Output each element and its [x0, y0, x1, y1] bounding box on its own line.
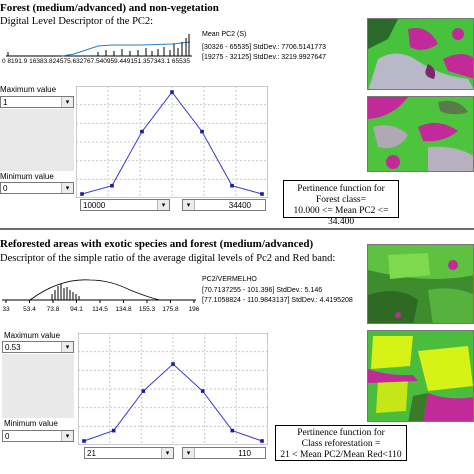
histogram-pc2 — [6, 34, 192, 57]
function-box-2: Pertinence function for Class reforestat… — [275, 425, 407, 461]
curve-point[interactable] — [260, 192, 264, 196]
chevron-down-icon[interactable]: ▾ — [183, 448, 195, 458]
max-value-field[interactable]: 1 ▾ — [0, 96, 74, 108]
curve-point[interactable] — [230, 183, 234, 188]
curve-point[interactable] — [230, 428, 235, 433]
curve-point[interactable] — [80, 192, 84, 196]
curve-point[interactable] — [140, 129, 144, 134]
chevron-down-icon[interactable]: ▾ — [61, 183, 73, 193]
max-value-field-2[interactable]: 0.53 ▾ — [2, 341, 74, 353]
curve-point[interactable] — [260, 439, 264, 443]
chevron-down-icon[interactable]: ▾ — [157, 200, 169, 210]
stats-line-2: [19275 - 32125] StdDev.: 3219.9927647 — [202, 54, 327, 61]
histogram-tick-label: 175.8 — [162, 306, 179, 313]
section2-title: Reforested areas with exotic species and… — [0, 238, 314, 250]
satellite-image-4 — [367, 330, 474, 422]
max-value-label-2: Maximum value — [4, 331, 61, 340]
pertinence-chart-2 — [78, 333, 268, 445]
chevron-down-icon[interactable]: ▾ — [61, 342, 73, 352]
section2-subtitle: Descriptor of the simple ratio of the av… — [0, 253, 336, 264]
histogram-tick-label: 53.4 — [23, 306, 36, 313]
chevron-down-icon[interactable]: ▾ — [61, 97, 73, 107]
min-value-field[interactable]: 0 ▾ — [0, 182, 74, 194]
curve-point[interactable] — [171, 362, 175, 366]
chevron-down-icon[interactable]: ▾ — [183, 200, 195, 210]
histogram-tick-label: 134.8 — [115, 306, 132, 313]
curve-point[interactable] — [170, 90, 174, 94]
satellite-image-2 — [367, 96, 474, 172]
curve-point[interactable] — [82, 439, 86, 443]
min-value-label: Minimum value — [0, 172, 54, 181]
chevron-down-icon[interactable]: ▾ — [161, 448, 173, 458]
curve-point[interactable] — [200, 129, 204, 134]
section-divider — [0, 228, 474, 230]
stats2-line-2: [77.1058824 - 110.9843137] StdDev.: 4.41… — [202, 297, 353, 304]
high-value-field[interactable]: 34400 ▾ — [182, 199, 266, 211]
curve-point[interactable] — [141, 389, 146, 393]
histogram-tick-label: 33 — [2, 306, 10, 313]
stats-name: Mean PC2 (S) — [202, 31, 247, 38]
histogram-tick-label: 196 — [189, 306, 200, 313]
satellite-image-3 — [367, 244, 474, 324]
low-value-field[interactable]: 10000 ▾ — [80, 199, 170, 211]
satellite-image-1 — [367, 18, 474, 90]
histogram-tick-label: 94.1 — [70, 306, 83, 313]
histogram-tick-label: 155.3 — [139, 306, 156, 313]
min-value-label-2: Minimum value — [4, 419, 58, 428]
section1-title: Forest (medium/advanced) and non-vegetat… — [0, 2, 219, 14]
stats2-name: PC2/VERMELHO — [202, 276, 257, 283]
curve-point[interactable] — [200, 389, 205, 393]
chevron-down-icon[interactable]: ▾ — [61, 431, 73, 441]
curve-point[interactable] — [110, 183, 114, 188]
histogram-ratio: 33 53.4 73.8 94.1 114.5 134.8 155.3 175.8 196 — [2, 279, 200, 313]
histogram-tick-labels: 0 8191.9 16383.824575.632767.540959.4491… — [2, 58, 190, 65]
stats-line-1: [30326 - 65535] StdDev.: 7706.5141773 — [202, 44, 327, 51]
histogram-tick-label: 114.5 — [92, 306, 108, 313]
stats2-line-1: [70.7137255 - 101.396] StdDev.: 5.146 — [202, 287, 323, 294]
pertinence-chart-1 — [76, 86, 268, 198]
curve-point[interactable] — [111, 428, 116, 433]
low-value-field-2[interactable]: 21 ▾ — [84, 447, 174, 459]
section1-subtitle: Digital Level Descriptor of the PC2: — [0, 16, 154, 27]
high-value-field-2[interactable]: 110 ▾ — [182, 447, 266, 459]
min-value-field-2[interactable]: 0 ▾ — [2, 430, 74, 442]
max-value-label: Maximum value — [0, 85, 57, 94]
function-box-1: Pertinence function for Forest class= 10… — [283, 180, 399, 227]
histogram-tick-label: 73.8 — [47, 306, 60, 313]
